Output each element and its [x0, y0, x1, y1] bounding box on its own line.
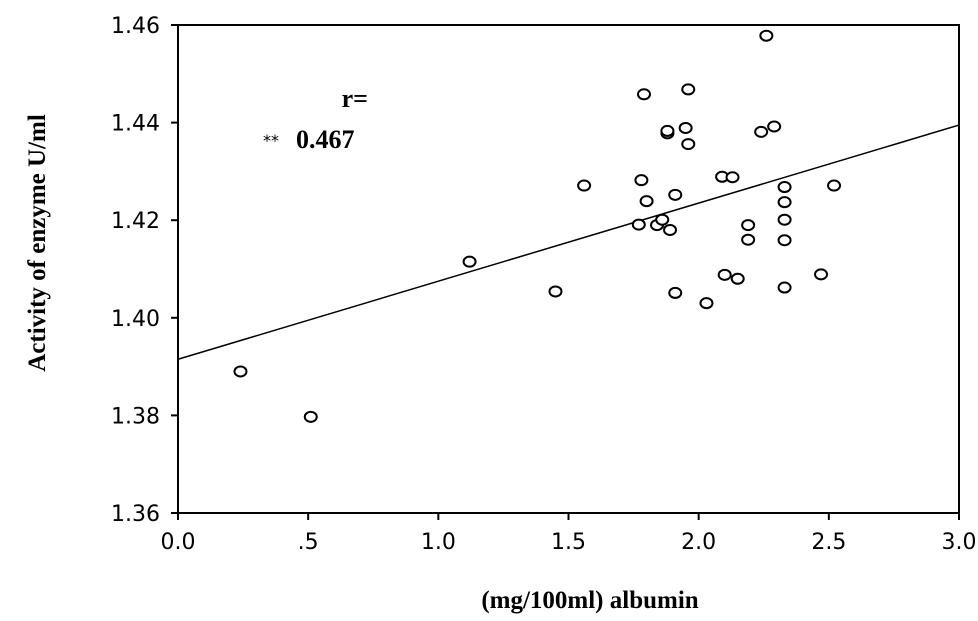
x-tick-label: 2.0	[681, 530, 716, 555]
data-point	[717, 268, 732, 281]
data-point	[663, 223, 678, 236]
data-point	[777, 196, 792, 209]
data-point	[681, 138, 696, 151]
data-point	[814, 268, 829, 281]
data-point	[730, 272, 745, 285]
regression-line-group	[177, 124, 960, 360]
data-point	[639, 195, 654, 208]
data-point	[741, 233, 756, 246]
data-point	[741, 219, 756, 232]
data-point	[655, 213, 670, 226]
x-tick-label: 3.0	[942, 530, 977, 555]
data-point	[303, 410, 318, 423]
data-point	[636, 88, 651, 101]
x-axis-ticks: 0.0 .5 1.0 1.5 2.0 2.5 3.0	[161, 513, 977, 555]
data-point	[233, 365, 248, 378]
data-point	[827, 179, 842, 192]
x-tick-label: .5	[298, 530, 319, 555]
data-point	[668, 188, 683, 201]
data-point	[678, 121, 693, 134]
y-tick-label: 1.42	[111, 209, 160, 234]
y-tick-label: 1.46	[111, 14, 160, 39]
correlation-value: 0.467	[296, 125, 355, 154]
x-tick-label: 1.5	[551, 530, 586, 555]
data-point	[777, 181, 792, 194]
y-axis-ticks: 1.36 1.38 1.40 1.42 1.44 1.46	[111, 14, 178, 527]
correlation-label: r=	[342, 84, 368, 113]
y-tick-label: 1.36	[111, 502, 160, 527]
y-axis-label: Activity of enzyme U/ml	[24, 114, 51, 372]
regression-line	[177, 124, 960, 360]
data-point	[777, 234, 792, 247]
data-point	[754, 125, 769, 138]
data-point	[725, 171, 740, 184]
x-axis-label: (mg/100ml) albumin	[481, 587, 698, 614]
x-tick-label: 1.0	[421, 530, 456, 555]
data-point	[577, 179, 592, 192]
data-point	[681, 83, 696, 96]
data-point	[777, 281, 792, 294]
data-point	[462, 255, 477, 268]
data-point	[777, 213, 792, 226]
y-tick-label: 1.44	[111, 112, 160, 137]
plot-frame	[177, 24, 960, 514]
data-point	[660, 124, 675, 137]
data-point	[548, 285, 563, 298]
data-point	[759, 29, 774, 42]
y-tick-label: 1.40	[111, 307, 160, 332]
data-points	[233, 29, 842, 423]
x-tick-label: 2.5	[811, 530, 846, 555]
x-tick-label: 0.0	[161, 530, 196, 555]
significance-stars: **	[263, 131, 279, 150]
data-point	[631, 218, 646, 231]
data-point	[634, 174, 649, 187]
y-tick-label: 1.38	[111, 404, 160, 429]
data-point	[668, 286, 683, 299]
data-point	[699, 297, 714, 310]
data-point	[767, 120, 782, 133]
